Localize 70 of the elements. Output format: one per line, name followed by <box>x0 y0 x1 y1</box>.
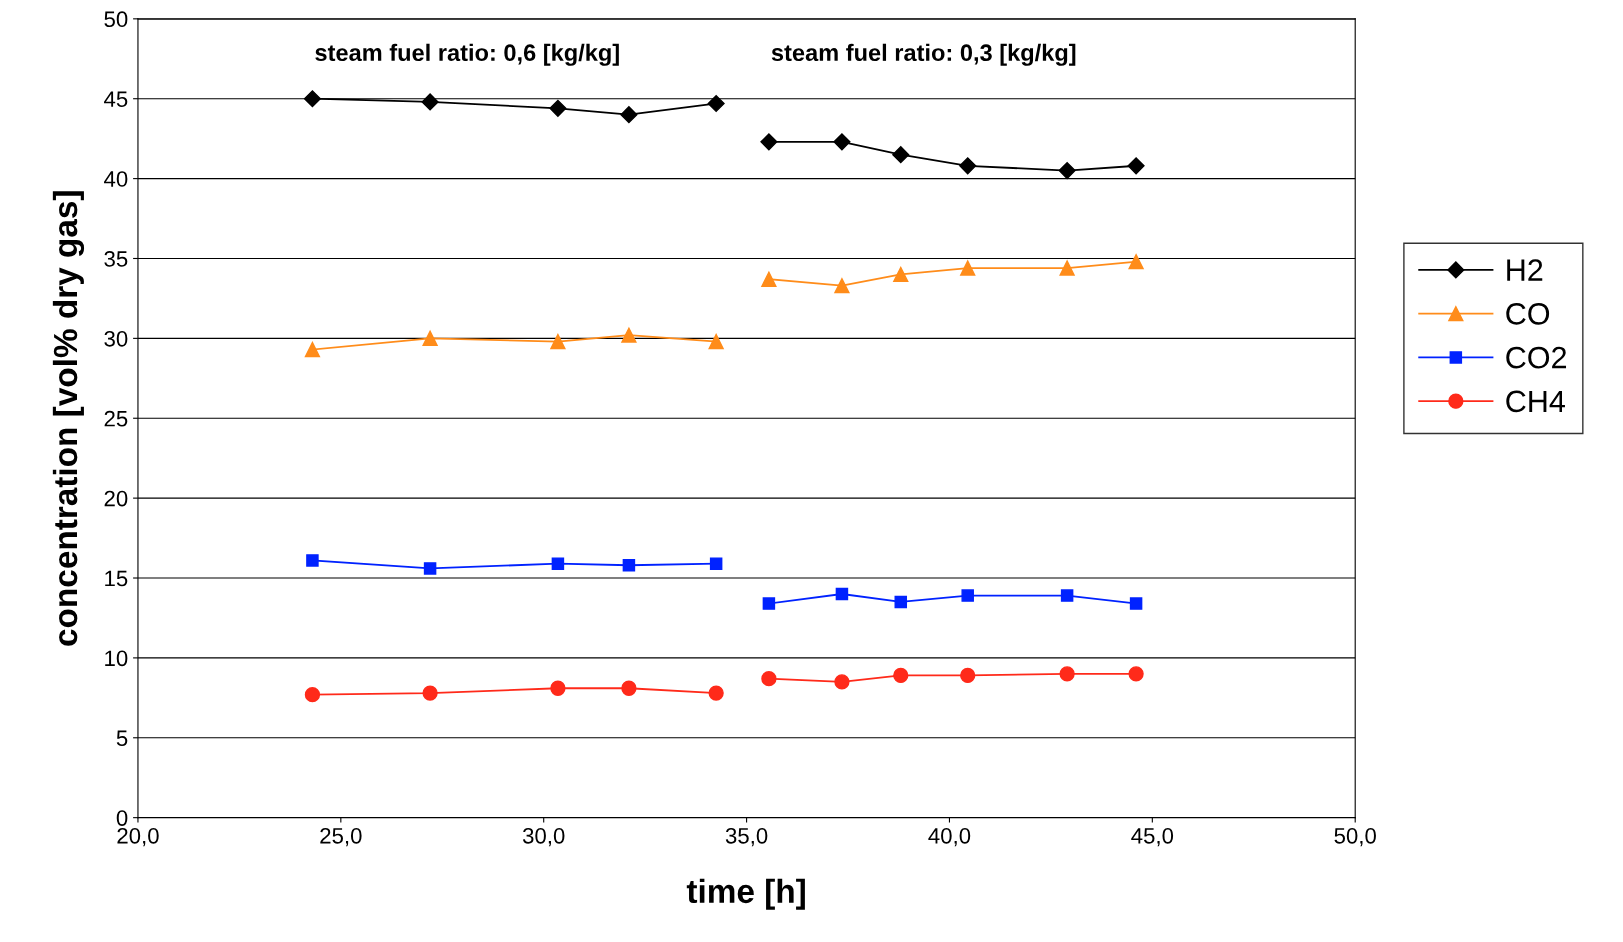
point <box>708 333 724 350</box>
y-tick-label: 40 <box>104 171 128 187</box>
point <box>1058 162 1076 180</box>
point <box>1129 597 1143 610</box>
annotation: steam fuel ratio: 0,3 [kg/kg] <box>771 43 1076 66</box>
point <box>959 157 977 175</box>
y-axis-title: concentration [vol% dry gas] <box>52 191 85 646</box>
legend-label: CO <box>1506 303 1550 325</box>
x-tick-label: 20,0 <box>117 827 159 847</box>
point <box>709 557 723 570</box>
point <box>893 266 909 283</box>
point <box>421 93 439 111</box>
point <box>894 595 908 609</box>
point <box>761 671 777 687</box>
point <box>1059 666 1075 682</box>
y-tick-label: 45 <box>104 91 128 107</box>
point <box>621 680 637 696</box>
point <box>761 271 777 287</box>
y-tick-label: 0 <box>116 810 128 826</box>
point <box>1127 157 1145 175</box>
point <box>620 106 638 124</box>
point <box>833 133 851 151</box>
point <box>551 557 565 570</box>
point <box>1128 666 1144 682</box>
point <box>304 686 321 703</box>
x-tick-label: 25,0 <box>320 827 362 847</box>
x-tick-label: 40,0 <box>928 827 971 847</box>
y-tick-label: 5 <box>116 730 128 747</box>
point <box>304 341 321 358</box>
point <box>306 554 319 567</box>
point <box>960 260 976 276</box>
point <box>622 558 636 572</box>
point <box>549 99 567 117</box>
x-tick-label: 50,0 <box>1334 827 1376 847</box>
point <box>834 674 850 690</box>
point <box>708 685 724 701</box>
point <box>893 667 909 684</box>
y-tick-label: 50 <box>104 11 128 28</box>
point <box>422 330 438 347</box>
legend-label: CO2 <box>1506 346 1567 369</box>
y-tick-label: 10 <box>105 650 128 667</box>
y-tick-label: 15 <box>105 570 128 587</box>
point <box>961 589 974 602</box>
point <box>760 133 778 151</box>
legend-label: CH4 <box>1506 390 1565 413</box>
point <box>550 333 566 350</box>
x-tick-label: 30,0 <box>522 827 565 847</box>
point <box>423 562 437 575</box>
point <box>1060 589 1074 602</box>
point <box>1128 254 1144 270</box>
x-axis-title: time [h] <box>686 878 805 910</box>
y-tick-label: 30 <box>104 330 128 347</box>
point <box>892 146 910 164</box>
x-tick-label: 35,0 <box>725 827 768 847</box>
point <box>835 587 849 601</box>
point <box>707 94 725 113</box>
point <box>762 597 776 610</box>
point <box>1059 260 1075 276</box>
y-tick-label: 20 <box>104 490 128 507</box>
point <box>834 278 850 294</box>
x-tick-label: 45,0 <box>1131 827 1174 847</box>
point <box>621 327 637 343</box>
point <box>303 90 321 108</box>
point <box>422 685 438 701</box>
point <box>550 680 566 696</box>
legend-label: H2 <box>1507 259 1543 281</box>
annotation: steam fuel ratio: 0,6 [kg/kg] <box>315 43 619 66</box>
point <box>960 667 976 684</box>
y-tick-label: 25 <box>104 410 128 427</box>
y-tick-label: 35 <box>104 251 128 267</box>
